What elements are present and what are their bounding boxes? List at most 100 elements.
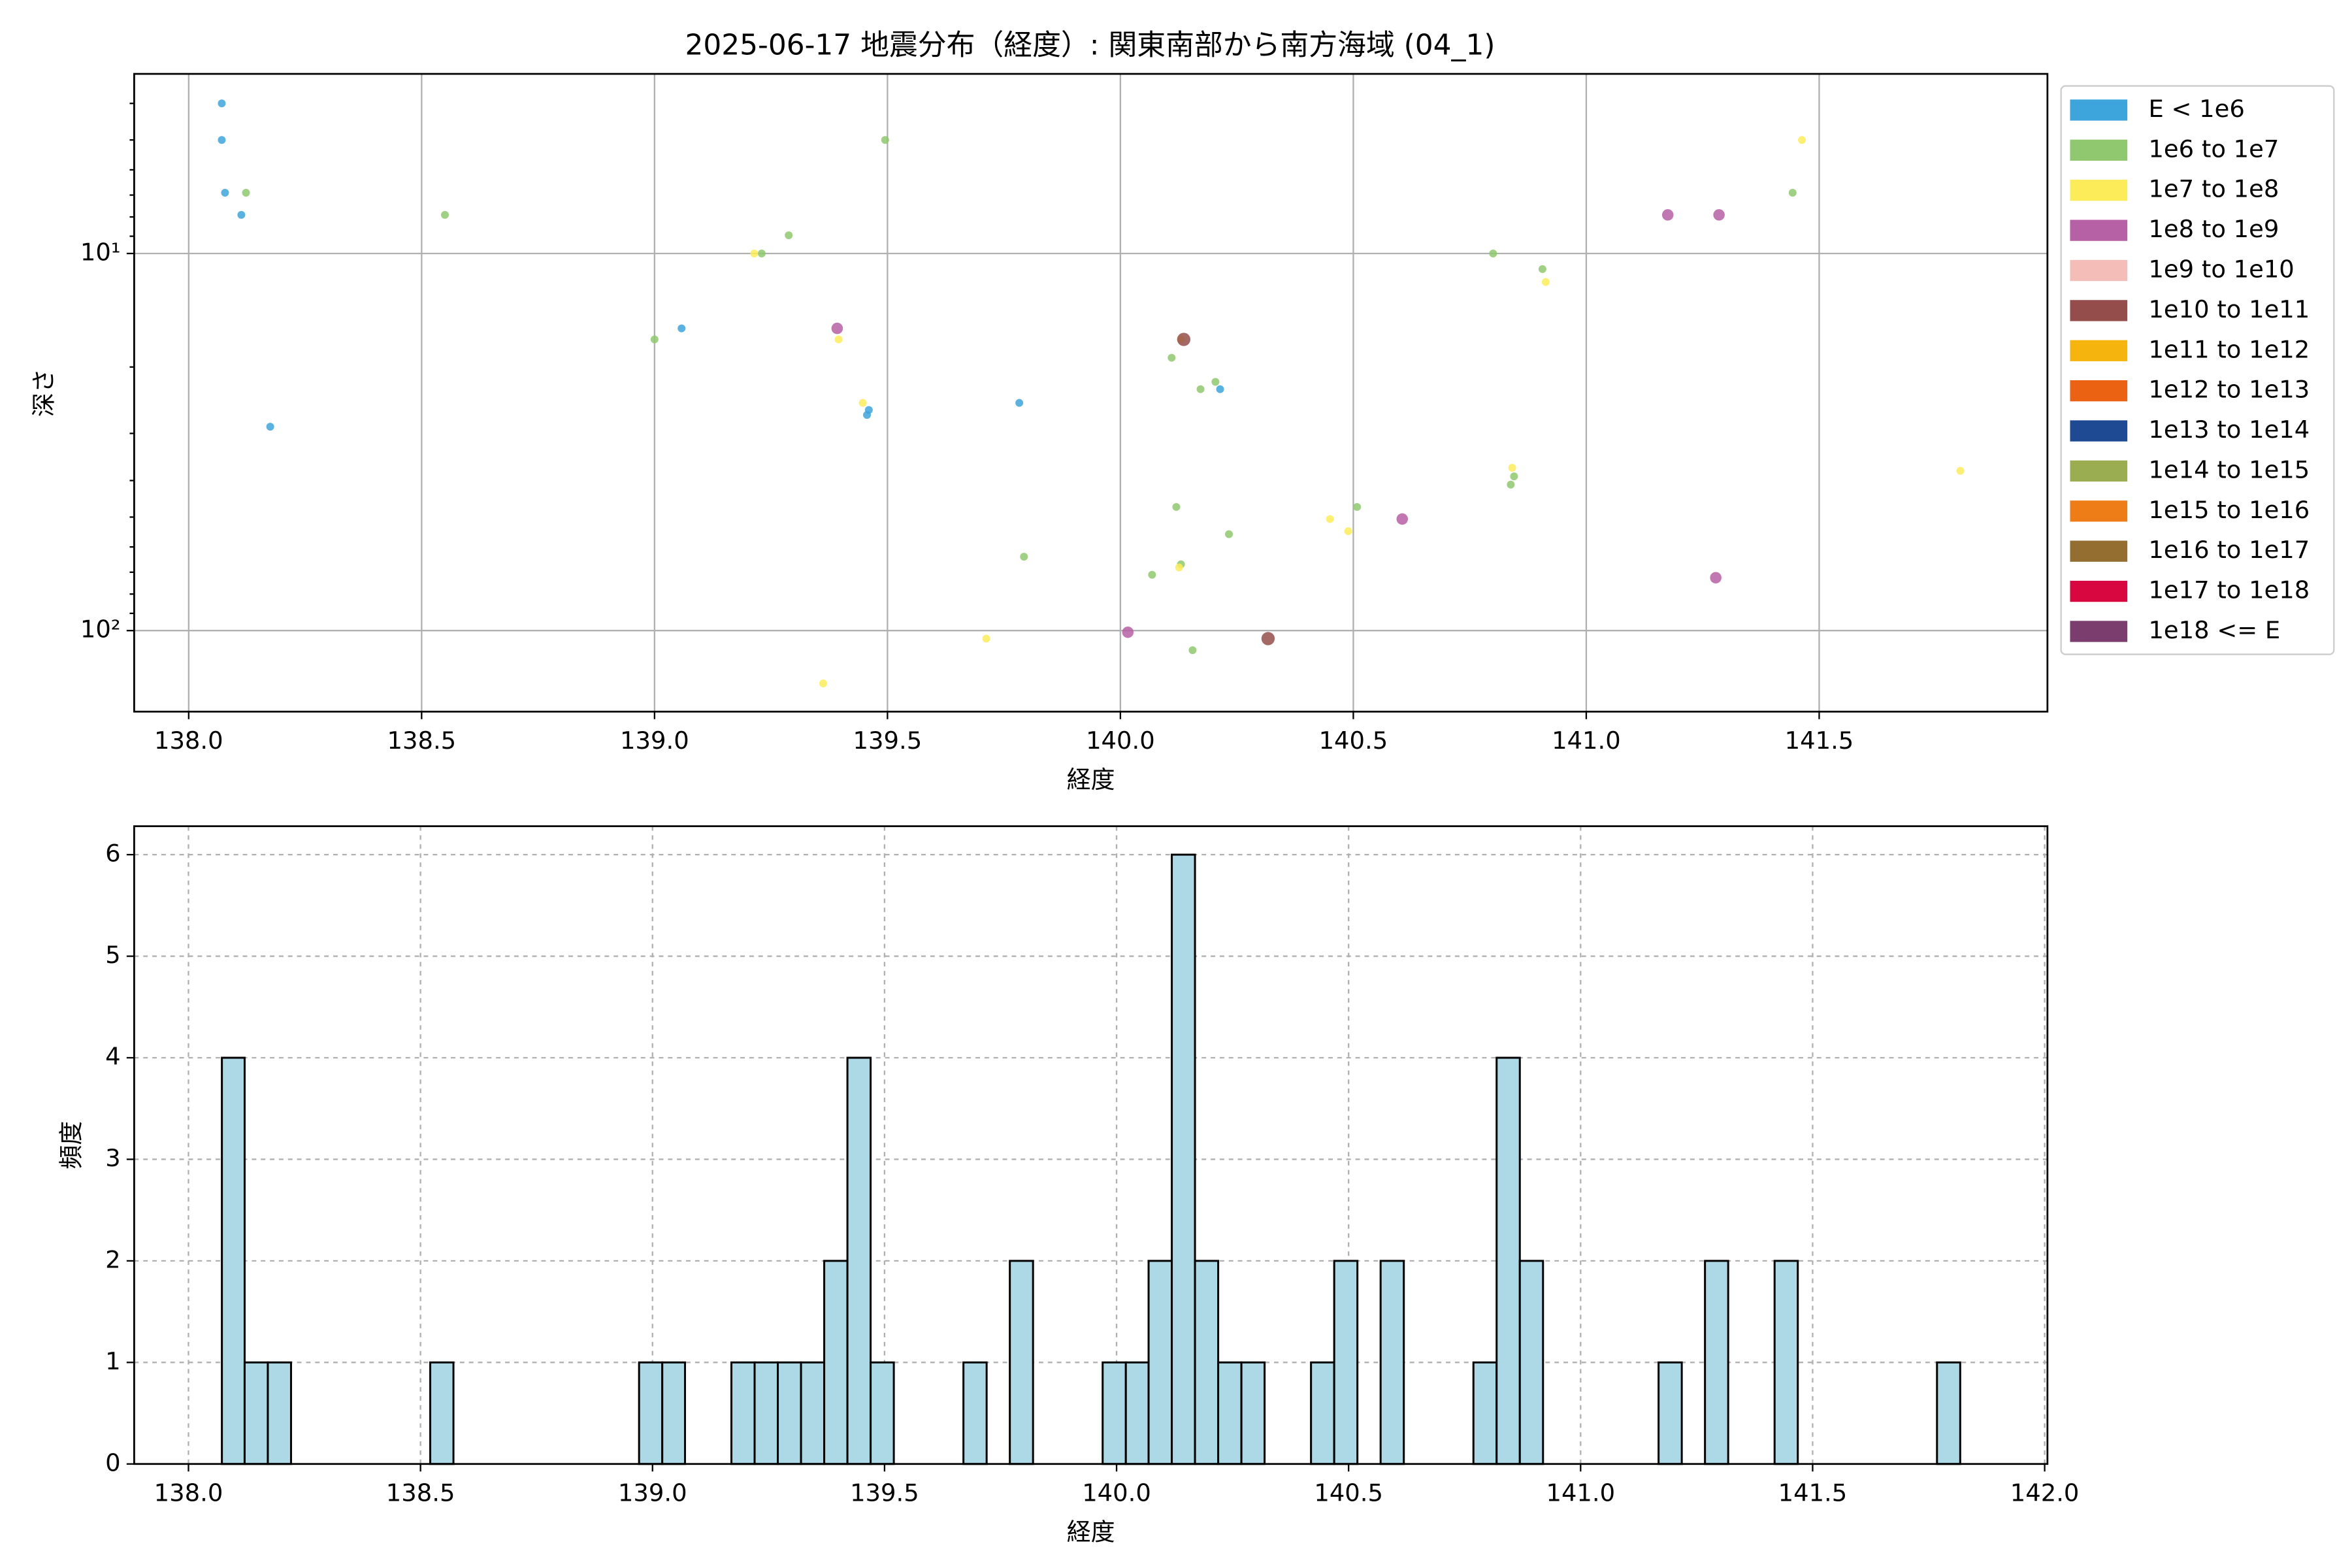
legend-swatch (2070, 340, 2128, 361)
data-point (757, 249, 766, 257)
data-point (1015, 399, 1024, 407)
y-tick-label: 3 (105, 1144, 120, 1172)
bar (429, 1361, 455, 1465)
data-point (1216, 385, 1224, 393)
data-point (881, 136, 889, 144)
legend-label: 1e12 to 1e13 (2148, 376, 2310, 404)
data-point (858, 399, 867, 407)
legend-label: 1e16 to 1e17 (2148, 536, 2310, 564)
x-tick-label: 139.0 (620, 727, 689, 755)
x-tick-label: 140.5 (1319, 727, 1388, 755)
legend-label: 1e6 to 1e7 (2148, 135, 2279, 163)
legend-label: 1e17 to 1e18 (2148, 576, 2310, 604)
legend-label: 1e10 to 1e11 (2148, 295, 2310, 323)
data-point (1020, 553, 1028, 561)
data-point (242, 188, 250, 197)
bar (661, 1361, 686, 1465)
data-point (1538, 265, 1546, 273)
data-point (862, 411, 871, 419)
legend-swatch (2070, 460, 2128, 482)
x-tick-label: 138.0 (154, 1478, 223, 1507)
data-point (1177, 333, 1191, 346)
data-point (1148, 570, 1156, 579)
bar (1009, 1260, 1034, 1465)
x-tick-label: 141.5 (1785, 727, 1854, 755)
legend-swatch (2070, 99, 2128, 121)
x-tick-label: 139.5 (850, 1478, 919, 1507)
data-point (1956, 466, 1965, 475)
bar (267, 1361, 292, 1465)
bar (823, 1260, 849, 1465)
data-point (218, 99, 226, 108)
data-point (1168, 353, 1176, 362)
bar (962, 1361, 988, 1465)
legend-label: 1e11 to 1e12 (2148, 335, 2310, 363)
y-tick-label: 10¹ (80, 238, 121, 266)
data-point (1710, 572, 1722, 584)
data-point (1172, 502, 1181, 511)
legend-swatch (2070, 540, 2128, 562)
data-point (1225, 530, 1233, 538)
y-axis-label: 頻度 (57, 1121, 85, 1169)
y-tick-label: 5 (105, 941, 120, 969)
y-axis-label: 深さ (30, 368, 58, 417)
x-tick-label: 140.0 (1082, 1478, 1151, 1507)
data-point (785, 231, 793, 240)
bar (777, 1361, 802, 1465)
bar (1495, 1056, 1521, 1465)
legend-box (2060, 85, 2335, 655)
bar (1773, 1260, 1799, 1465)
data-point (1353, 502, 1362, 511)
data-point (982, 634, 990, 643)
data-point (1188, 646, 1197, 655)
data-point (1326, 515, 1334, 523)
x-axis-label: 経度 (1067, 766, 1115, 794)
legend-label: 1e8 to 1e9 (2148, 215, 2279, 243)
x-tick-label: 142.0 (2010, 1478, 2080, 1507)
bar (1147, 1260, 1173, 1465)
data-point (678, 324, 686, 333)
bar (221, 1056, 246, 1465)
bar (753, 1361, 779, 1465)
bar (243, 1361, 269, 1465)
bar (1518, 1260, 1544, 1465)
data-point (266, 423, 274, 431)
y-tick-label: 10² (80, 615, 121, 644)
x-tick-label: 140.5 (1314, 1478, 1383, 1507)
x-tick-label: 138.5 (387, 727, 457, 755)
axes-frame (133, 73, 2049, 713)
data-point (1196, 385, 1205, 393)
y-tick-label: 4 (105, 1043, 120, 1071)
x-tick-label: 141.0 (1546, 1478, 1615, 1507)
bar (1102, 1361, 1127, 1465)
bar (1217, 1361, 1243, 1465)
bar (1171, 853, 1196, 1465)
data-point (1508, 463, 1516, 472)
bar (1379, 1260, 1405, 1465)
data-point (1788, 188, 1797, 197)
data-point (1396, 513, 1409, 525)
x-tick-label: 139.0 (618, 1478, 687, 1507)
x-tick-label: 141.5 (1778, 1478, 1848, 1507)
data-point (440, 210, 449, 219)
data-point (1541, 278, 1550, 286)
axes-frame (133, 825, 2049, 1465)
bar (1658, 1361, 1683, 1465)
bar (1704, 1260, 1729, 1465)
legend-label: 1e13 to 1e14 (2148, 416, 2310, 444)
data-point (1122, 626, 1134, 638)
bar (638, 1361, 664, 1465)
legend-swatch (2070, 139, 2128, 161)
data-point (1510, 472, 1518, 481)
x-tick-label: 141.0 (1552, 727, 1621, 755)
bar (730, 1361, 756, 1465)
y-tick-label: 2 (105, 1245, 120, 1273)
legend-label: 1e18 <= E (2148, 616, 2280, 644)
data-point (1507, 480, 1515, 489)
x-tick-label: 140.0 (1086, 727, 1155, 755)
data-point (750, 249, 759, 257)
x-tick-label: 138.5 (386, 1478, 455, 1507)
data-point (1798, 136, 1806, 144)
legend-swatch (2070, 259, 2128, 282)
